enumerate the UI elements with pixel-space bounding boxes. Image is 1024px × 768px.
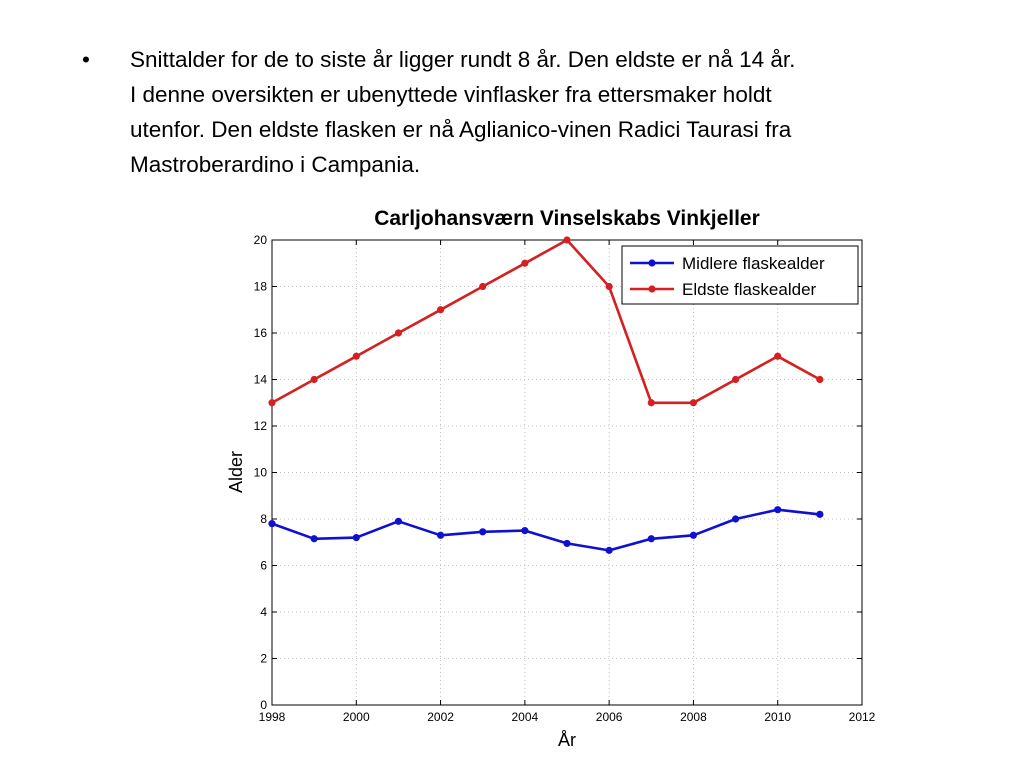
- x-axis-label: År: [558, 730, 576, 750]
- data-point: [436, 531, 445, 539]
- legend: Midlere flaskealder Eldste flaskealder: [621, 245, 859, 305]
- series-line: [271, 238, 821, 405]
- data-point: [521, 527, 529, 535]
- data-point: [394, 517, 403, 525]
- data-point: [479, 282, 487, 291]
- data-point: [521, 259, 529, 267]
- legend-label: Eldste flaskealder: [682, 280, 817, 299]
- data-point: [268, 399, 276, 407]
- x-tick-label: 2002: [427, 710, 454, 724]
- data-point: [816, 375, 824, 384]
- data-point: [436, 306, 445, 314]
- data-point: [647, 399, 655, 407]
- data-point: [731, 375, 740, 384]
- bullet-line-1: Snittalder for de to siste år ligger run…: [130, 47, 796, 72]
- y-axis-label: Alder: [226, 451, 246, 493]
- data-point: [394, 329, 403, 337]
- y-tick-label: 18: [254, 280, 268, 294]
- series-2: [268, 236, 824, 407]
- legend-swatch-marker: [648, 285, 656, 293]
- grid: [272, 240, 862, 705]
- y-tick-label: 16: [254, 326, 268, 340]
- bullet-point: • Snittalder for de to siste år ligger r…: [82, 42, 942, 182]
- data-point: [816, 510, 824, 518]
- data-point: [310, 535, 318, 543]
- x-tick-label: 1998: [259, 710, 286, 724]
- x-tick-label: 2004: [512, 710, 539, 724]
- data-point: [563, 236, 571, 244]
- data-point: [647, 535, 655, 543]
- data-point: [605, 546, 613, 554]
- data-point: [731, 515, 740, 523]
- line-chart: Carljohansværn Vinselskabs Vinkjeller 19…: [226, 207, 876, 750]
- y-tick-label: 12: [254, 419, 268, 433]
- series-line: [271, 508, 821, 552]
- plot-area: [272, 240, 862, 705]
- y-tick-label: 14: [254, 373, 268, 387]
- chart-title: Carljohansværn Vinselskabs Vinkjeller: [374, 207, 760, 230]
- data-point: [689, 399, 698, 407]
- x-tick-label: 2006: [596, 710, 623, 724]
- bullet-text: Snittalder for de to siste år ligger run…: [130, 42, 930, 182]
- y-tick-label: 0: [260, 698, 267, 712]
- bullet-line-4: Mastroberardino i Campania.: [130, 152, 421, 177]
- x-tick-label: 2012: [849, 710, 876, 724]
- bullet-symbol: •: [82, 47, 90, 72]
- y-tick-label: 20: [254, 233, 268, 247]
- x-tick-label: 2010: [764, 710, 791, 724]
- bullet-line-3: utenfor. Den eldste flasken er nå Aglian…: [130, 117, 792, 142]
- data-point: [310, 375, 318, 384]
- legend-swatch-marker: [648, 259, 656, 267]
- legend-box: [621, 245, 859, 305]
- legend-label: Midlere flaskealder: [682, 254, 825, 273]
- data-point: [479, 528, 487, 536]
- y-tick-label: 4: [260, 605, 267, 619]
- series-layer: [268, 236, 824, 554]
- y-tick-label: 8: [260, 512, 267, 526]
- bullet-line-2: I denne oversikten er ubenyttede vinflas…: [130, 82, 772, 107]
- y-tick-label: 10: [254, 466, 268, 480]
- x-tick-label: 2008: [680, 710, 707, 724]
- data-point: [352, 534, 360, 542]
- data-point: [563, 539, 571, 548]
- data-point: [352, 352, 360, 360]
- x-tick-label: 2000: [343, 710, 370, 724]
- data-point: [774, 506, 782, 514]
- data-point: [605, 282, 613, 291]
- series-1: [268, 506, 824, 554]
- axes: 1998 2000 2002 2004 2006 2008 2010 201202468101…: [254, 233, 876, 724]
- data-point: [774, 352, 782, 360]
- data-point: [268, 520, 276, 528]
- y-tick-label: 6: [260, 559, 267, 573]
- data-point: [689, 531, 698, 539]
- y-tick-label: 2: [260, 652, 267, 666]
